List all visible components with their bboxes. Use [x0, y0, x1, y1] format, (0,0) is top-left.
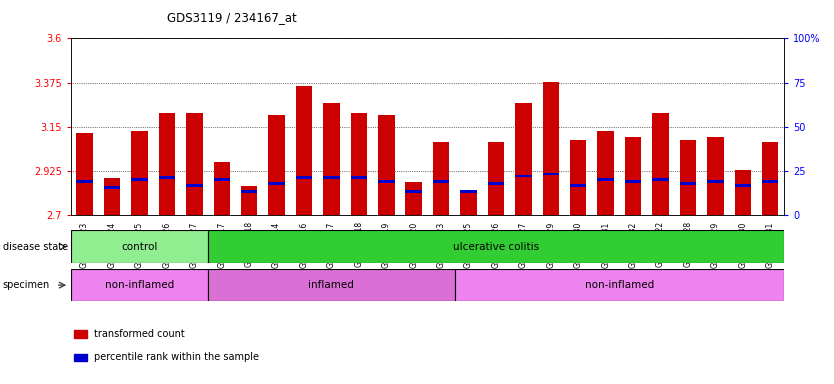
Bar — [296, 86, 312, 215]
Bar — [103, 178, 120, 215]
Text: inflamed: inflamed — [309, 280, 354, 290]
Bar — [378, 115, 394, 215]
Bar — [597, 131, 614, 215]
Bar — [460, 190, 477, 215]
Bar — [515, 174, 531, 177]
Text: transformed count: transformed count — [93, 329, 184, 339]
Bar — [652, 179, 669, 181]
Bar — [131, 179, 148, 181]
Bar — [324, 103, 339, 215]
Bar — [625, 137, 641, 215]
Bar — [77, 132, 93, 215]
Bar — [405, 182, 422, 215]
Bar — [378, 180, 394, 183]
Bar — [71, 269, 208, 301]
Bar — [186, 184, 203, 187]
Bar — [269, 182, 284, 185]
Bar — [570, 141, 586, 215]
Text: non-inflamed: non-inflamed — [105, 280, 174, 290]
Bar — [455, 269, 784, 301]
Text: GDS3119 / 234167_at: GDS3119 / 234167_at — [167, 12, 297, 25]
Bar — [652, 113, 669, 215]
Bar — [460, 190, 477, 193]
Bar — [405, 190, 422, 193]
Bar — [74, 354, 88, 361]
Bar — [74, 330, 88, 338]
Bar — [324, 177, 339, 179]
Bar — [208, 230, 784, 263]
Bar — [597, 179, 614, 181]
Bar — [350, 177, 367, 179]
Bar — [625, 180, 641, 183]
Bar — [570, 184, 586, 187]
Bar — [103, 186, 120, 189]
Bar — [735, 170, 751, 215]
Bar — [762, 180, 778, 183]
Bar — [680, 182, 696, 185]
Bar — [77, 180, 93, 183]
Bar — [433, 142, 450, 215]
Text: ulcerative colitis: ulcerative colitis — [453, 242, 539, 252]
Text: percentile rank within the sample: percentile rank within the sample — [93, 353, 259, 362]
Bar — [71, 230, 208, 263]
Bar — [131, 131, 148, 215]
Bar — [241, 190, 258, 193]
Bar — [735, 184, 751, 187]
Bar — [158, 177, 175, 179]
Text: non-inflamed: non-inflamed — [585, 280, 654, 290]
Bar — [707, 137, 724, 215]
Bar — [488, 142, 505, 215]
Bar — [269, 115, 284, 215]
Bar — [208, 269, 455, 301]
Bar — [433, 180, 450, 183]
Bar — [543, 81, 559, 215]
Bar — [296, 177, 312, 179]
Bar — [488, 182, 505, 185]
Bar — [707, 180, 724, 183]
Bar — [680, 141, 696, 215]
Bar — [241, 185, 258, 215]
Text: specimen: specimen — [3, 280, 50, 290]
Text: control: control — [121, 242, 158, 252]
Bar — [515, 103, 531, 215]
Text: disease state: disease state — [3, 242, 68, 252]
Bar — [543, 172, 559, 175]
Bar — [214, 179, 230, 181]
Bar — [186, 113, 203, 215]
Bar — [158, 113, 175, 215]
Bar — [214, 162, 230, 215]
Bar — [762, 142, 778, 215]
Bar — [350, 113, 367, 215]
